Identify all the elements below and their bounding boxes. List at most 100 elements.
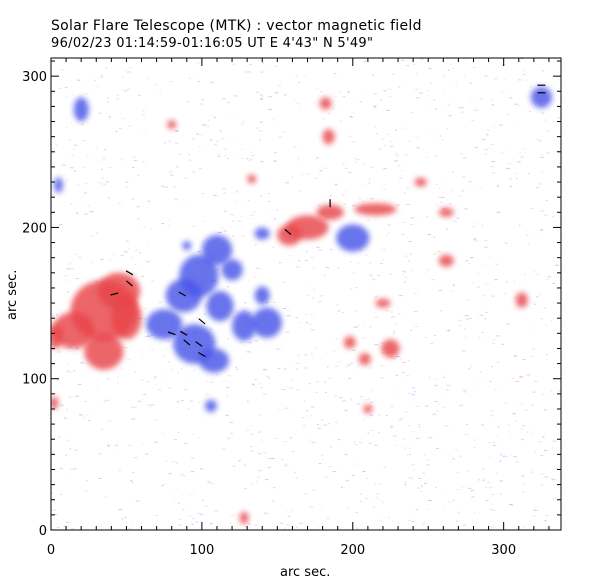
noise-speck (260, 71, 263, 73)
noise-speck (176, 462, 179, 464)
noise-speck (420, 485, 423, 487)
noise-speck (400, 358, 402, 360)
noise-speck (295, 477, 298, 479)
noise-speck (115, 131, 118, 133)
noise-speck (509, 178, 513, 180)
noise-speck (183, 475, 187, 477)
noise-speck (344, 454, 348, 455)
noise-speck (208, 119, 210, 121)
noise-speck (255, 91, 259, 93)
noise-speck (126, 71, 131, 73)
noise-speck (257, 431, 261, 433)
noise-speck (304, 493, 308, 495)
noise-speck (394, 129, 397, 131)
noise-speck (410, 330, 413, 331)
noise-speck (335, 422, 338, 424)
noise-speck (248, 159, 252, 161)
noise-speck (198, 437, 201, 439)
noise-speck (268, 377, 271, 379)
noise-speck (499, 454, 503, 456)
noise-speck (272, 500, 275, 502)
noise-speck (231, 111, 233, 113)
noise-speck (536, 82, 538, 84)
noise-speck (345, 191, 347, 193)
noise-speck (250, 483, 253, 485)
noise-speck (304, 400, 306, 402)
noise-speck (496, 211, 501, 213)
noise-speck (246, 400, 249, 402)
noise-speck (238, 460, 241, 462)
noise-speck (304, 74, 307, 76)
noise-speck (368, 367, 373, 369)
noise-speck (399, 295, 403, 297)
noise-speck (367, 220, 370, 222)
noise-speck (79, 414, 83, 415)
noise-speck (540, 229, 543, 231)
noise-speck (436, 410, 439, 412)
noise-speck (324, 167, 328, 169)
noise-speck (71, 94, 74, 96)
noise-speck (266, 376, 269, 377)
noise-speck (369, 275, 373, 277)
noise-speck (493, 78, 498, 80)
noise-speck (66, 96, 68, 98)
noise-speck (532, 348, 535, 350)
noise-speck (370, 198, 374, 200)
noise-speck (101, 428, 103, 430)
noise-speck (64, 275, 67, 277)
negative-polarity-region (254, 227, 270, 240)
noise-speck (468, 263, 470, 265)
noise-speck (360, 500, 362, 502)
noise-speck (126, 186, 128, 188)
noise-speck (96, 232, 99, 234)
noise-speck (257, 59, 261, 61)
noise-speck (328, 59, 330, 61)
noise-speck (277, 85, 282, 87)
noise-speck (483, 246, 488, 248)
noise-speck (374, 344, 379, 346)
noise-speck (362, 470, 365, 472)
noise-speck (543, 119, 547, 121)
noise-speck (359, 101, 362, 103)
noise-speck (437, 251, 441, 253)
noise-speck (75, 278, 80, 279)
noise-speck (259, 121, 263, 123)
noise-speck (334, 96, 337, 98)
noise-speck (419, 91, 422, 93)
noise-speck (344, 410, 348, 412)
noise-speck (541, 70, 544, 72)
noise-speck (491, 99, 493, 101)
noise-speck (243, 464, 247, 466)
noise-speck (222, 188, 226, 190)
noise-speck (337, 310, 341, 312)
noise-speck (403, 438, 405, 440)
noise-speck (404, 447, 406, 449)
negative-polarity-region (182, 241, 192, 251)
noise-speck (479, 98, 483, 100)
noise-speck (550, 390, 552, 392)
noise-speck (425, 156, 429, 158)
noise-speck (306, 62, 309, 64)
noise-speck (367, 432, 370, 434)
noise-speck (205, 393, 209, 395)
noise-speck (492, 441, 496, 443)
noise-speck (296, 389, 300, 391)
noise-speck (521, 475, 525, 477)
noise-speck (143, 394, 147, 396)
negative-polarity-region (530, 86, 553, 108)
noise-speck (128, 67, 132, 69)
noise-speck (333, 73, 337, 75)
noise-speck (250, 158, 253, 160)
noise-speck (165, 375, 167, 377)
noise-speck (309, 506, 314, 508)
noise-speck (146, 336, 151, 337)
noise-speck (121, 89, 124, 91)
noise-speck (491, 172, 496, 174)
noise-speck (207, 481, 211, 483)
noise-speck (468, 368, 471, 370)
noise-speck (499, 460, 502, 462)
noise-speck (205, 305, 207, 307)
noise-speck (381, 342, 385, 344)
noise-speck (168, 361, 171, 363)
noise-speck (96, 386, 98, 388)
